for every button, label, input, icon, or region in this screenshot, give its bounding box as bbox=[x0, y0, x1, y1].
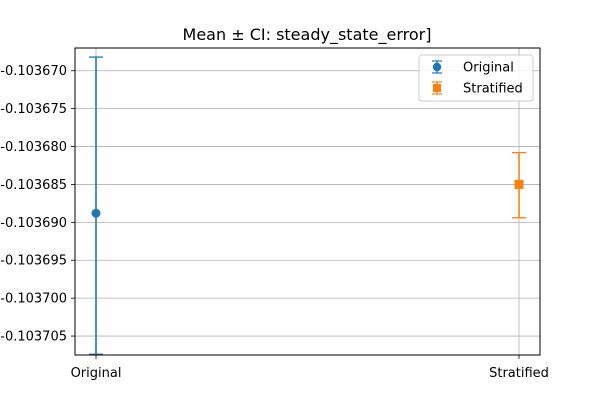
legend-label: Stratified bbox=[463, 82, 523, 97]
y-tick-label: -0.103690 bbox=[0, 216, 67, 231]
series-original bbox=[89, 56, 103, 355]
y-tick-label: -0.103675 bbox=[0, 102, 67, 117]
x-tick-label: Stratified bbox=[489, 366, 549, 381]
mean-point bbox=[514, 179, 524, 189]
legend-box bbox=[418, 54, 534, 102]
x-tick-label: Original bbox=[71, 366, 122, 381]
y-tick-label: -0.103680 bbox=[0, 140, 67, 155]
plot-frame bbox=[74, 47, 541, 356]
legend-label: Original bbox=[463, 61, 514, 76]
axes: -0.103670 -0.103675 -0.103680 -0.103685 -0.1… bbox=[0, 64, 549, 381]
series-stratified bbox=[512, 151, 526, 219]
legend: Original Stratified bbox=[418, 54, 534, 102]
legend-item: Stratified bbox=[432, 81, 523, 97]
y-tick-label: -0.103670 bbox=[0, 64, 67, 79]
data-marks bbox=[89, 56, 526, 355]
y-tick-label: -0.103700 bbox=[0, 292, 67, 307]
y-tick-label: -0.103685 bbox=[0, 178, 67, 193]
mean-point bbox=[91, 208, 101, 218]
legend-item: Original bbox=[432, 60, 514, 76]
y-tick-label: -0.103695 bbox=[0, 254, 67, 269]
legend-marker-icon bbox=[433, 84, 441, 92]
chart-title: Mean ± CI: steady_state_error] bbox=[183, 25, 432, 45]
legend-marker-icon bbox=[432, 62, 442, 72]
y-tick-label: -0.103705 bbox=[0, 330, 67, 345]
